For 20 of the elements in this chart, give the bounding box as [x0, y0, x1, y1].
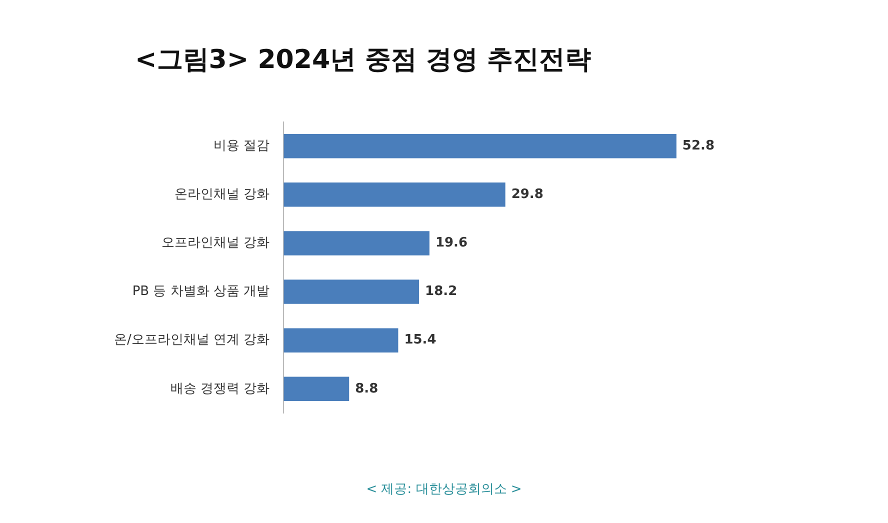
y-tick-label: 배송 경쟁력 강화	[170, 381, 270, 396]
bar	[284, 231, 430, 256]
chart-title: <그림3> 2024년 중점 경영 추진전략	[135, 44, 592, 77]
data-label: 18.2	[425, 284, 458, 300]
data-label: 52.8	[682, 138, 715, 154]
bar	[284, 182, 506, 207]
data-label: 8.8	[355, 381, 378, 396]
y-tick-label: PB 등 차별화 상품 개발	[132, 284, 270, 300]
text: < 제공: 대한상공회의소 >	[365, 481, 523, 498]
y-tick-label: 온라인채널 강화	[174, 187, 270, 202]
bar	[284, 134, 676, 158]
data-label: 15.4	[404, 332, 436, 348]
y-tick-label: 비용 절감	[214, 138, 270, 154]
data-label: 19.6	[435, 236, 468, 251]
bar	[284, 280, 420, 304]
y-tick-label: 온/오프라인채널 연계 강화	[114, 332, 270, 348]
y-tick-label: 오프라인채널 강화	[162, 236, 270, 251]
data-label: 29.8	[511, 187, 544, 202]
bar	[284, 328, 398, 352]
bar	[284, 376, 350, 402]
